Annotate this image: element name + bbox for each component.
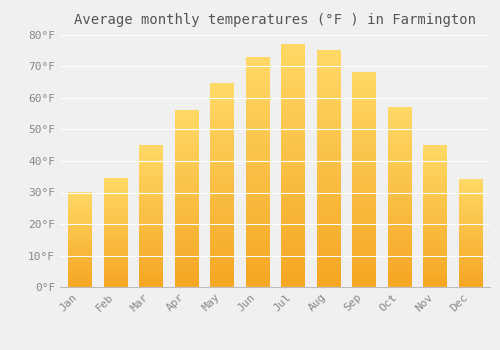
Bar [424, 145, 446, 287]
Bar [104, 178, 126, 287]
Bar [139, 145, 162, 287]
Bar [174, 111, 198, 287]
Bar [246, 57, 269, 287]
Bar [281, 44, 304, 287]
Title: Average monthly temperatures (°F ) in Farmington: Average monthly temperatures (°F ) in Fa… [74, 13, 476, 27]
Bar [68, 193, 91, 287]
Bar [388, 107, 411, 287]
Bar [317, 51, 340, 287]
Bar [352, 73, 376, 287]
Bar [459, 180, 482, 287]
Bar [210, 84, 233, 287]
